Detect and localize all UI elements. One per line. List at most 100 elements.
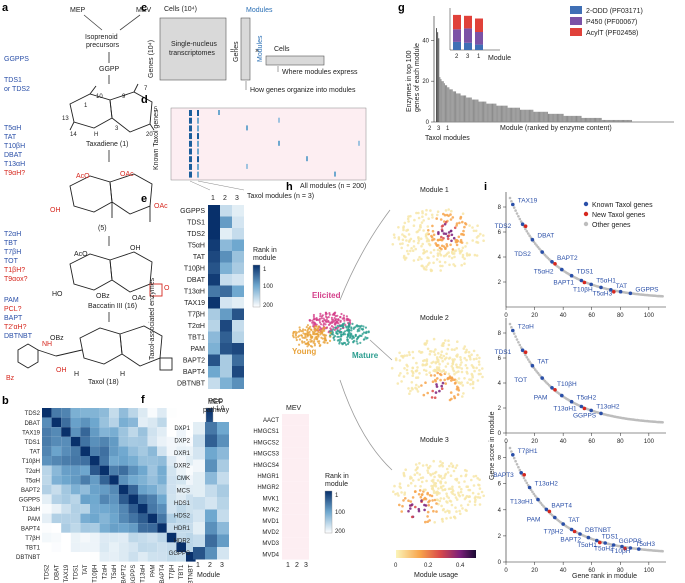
pcc-cell: [42, 417, 52, 428]
pcc-cell: [147, 542, 158, 552]
tick-label: 0: [504, 568, 508, 574]
gene-label: T5αH3: [593, 291, 613, 298]
intermediate-label: (5): [98, 225, 107, 232]
other-gene-point: [533, 368, 537, 371]
umap-point: [450, 379, 453, 382]
umap-point: [428, 371, 432, 375]
cluster-point: [315, 329, 318, 332]
legend-dot: [583, 221, 589, 227]
umap-point: [429, 374, 433, 377]
cluster-point: [301, 336, 304, 339]
mep-cell: [205, 522, 217, 535]
bar: [496, 105, 498, 122]
umap-point: [422, 219, 426, 222]
pcc-cell: [118, 494, 129, 504]
mev-cell: [291, 414, 300, 426]
umap-point: [459, 215, 463, 219]
umap-point: [409, 214, 412, 218]
heat-e-cell: [220, 239, 232, 251]
mev-cell: [291, 503, 300, 515]
cluster-point: [304, 336, 307, 339]
inset-xlabel: Module: [488, 55, 511, 62]
pcc-cell: [70, 494, 81, 504]
mev-cell: [300, 503, 309, 515]
cluster-point: [352, 340, 355, 343]
umap-point: [438, 252, 442, 255]
umap-point: [440, 477, 444, 480]
umap-point: [436, 479, 440, 482]
umap-point: [407, 509, 410, 513]
group-label: OAc: [154, 203, 168, 210]
umap-point: [441, 224, 445, 227]
gene-label: GGPPS: [635, 286, 659, 293]
mev-cell: [300, 481, 309, 493]
umap-point: [434, 361, 438, 365]
cluster-point: [331, 313, 334, 316]
other-gene-point: [525, 481, 529, 485]
bar: [480, 101, 482, 122]
known-gene-point: [540, 250, 544, 254]
umap-point: [463, 225, 466, 229]
umap-point: [428, 261, 431, 265]
umap-point: [451, 362, 455, 366]
cluster-point: [323, 339, 326, 342]
cluster-point: [365, 331, 368, 334]
heat-d-mark: [197, 156, 199, 163]
mep-cell: [193, 547, 205, 560]
umap-point: [454, 249, 458, 252]
umap-point: [419, 495, 423, 499]
umap-point: [442, 507, 446, 511]
other-gene-point: [514, 459, 517, 463]
umap-point: [416, 376, 420, 379]
taxol-mark: 1: [446, 126, 450, 132]
pcc-cell: [99, 523, 110, 533]
cluster-point: [325, 318, 328, 321]
bar: [561, 113, 563, 122]
umap-point: [409, 237, 413, 241]
panel-label-f: f: [141, 394, 145, 406]
umap-point: [467, 350, 471, 354]
umap-point: [461, 395, 464, 398]
pcc-cell: [147, 532, 158, 543]
cluster-point: [350, 327, 353, 330]
bar: [600, 117, 602, 122]
umap-point: [423, 250, 427, 254]
cluster-point: [309, 334, 312, 337]
other-gene-point: [524, 353, 527, 357]
umap-point: [455, 347, 459, 350]
known-gene-point: [586, 535, 591, 540]
umap-point: [447, 234, 451, 237]
pcc-cell: [128, 494, 138, 504]
other-gene-point: [512, 206, 516, 209]
enzyme-label: T9αox?: [4, 276, 28, 283]
mev-cell: [291, 481, 300, 493]
pcc-cell: [186, 552, 196, 562]
pcc-cell: [80, 552, 90, 562]
tick-label: 4: [498, 381, 502, 387]
umap-point: [459, 238, 463, 242]
mev-cell: [300, 458, 309, 470]
mev-row-label: HMGCS3: [253, 452, 279, 458]
umap-point: [453, 255, 456, 259]
bar: [610, 119, 612, 122]
enzyme-label: T1βH?: [4, 267, 25, 274]
other-gene-point: [531, 490, 534, 494]
cluster-point: [318, 340, 321, 343]
pcc-cell: [166, 523, 177, 533]
heat-e-row-label: T2αH: [188, 323, 205, 330]
legend-swatch: [570, 6, 582, 14]
genes-axis-label: Genes (10⁴): [148, 40, 155, 78]
umap-point: [417, 239, 421, 242]
umap-point: [432, 491, 436, 495]
umap-point: [443, 261, 447, 264]
pcc-cell: [80, 494, 90, 504]
group-label: NH: [42, 341, 52, 348]
pcc-cell: [42, 513, 52, 524]
cluster-point: [294, 332, 297, 336]
umap-point: [455, 479, 459, 482]
bar: [618, 119, 620, 122]
bar-g-ylabel-2: genes of each module: [414, 43, 421, 112]
pcc-cell: [99, 446, 110, 456]
umap-point: [437, 231, 440, 234]
umap-point: [426, 510, 430, 514]
